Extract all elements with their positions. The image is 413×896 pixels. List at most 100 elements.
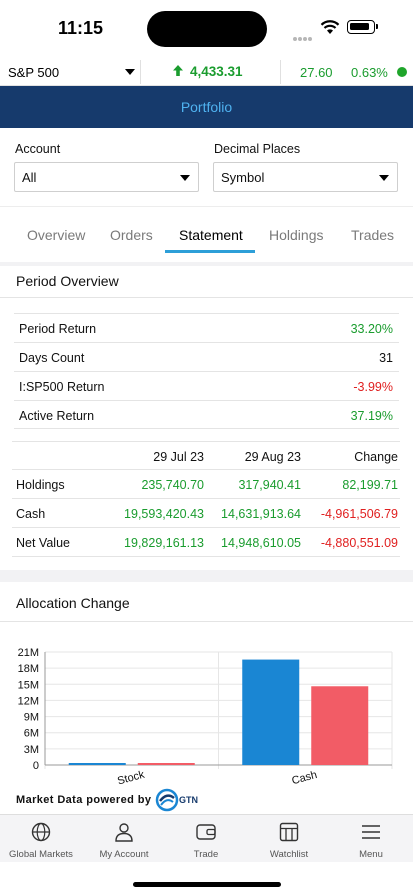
account-select-value: All: [22, 170, 37, 185]
x-tick-label: Stock: [116, 769, 146, 788]
y-tick-label: 0: [33, 760, 39, 772]
active-return-row: Active Return 37.19%: [14, 400, 399, 429]
ticker-divider: [140, 60, 141, 84]
cell-start-value: 19,593,420.43: [124, 507, 204, 521]
row-label: Cash: [16, 507, 46, 521]
portfolio-tabs: Overview Orders Statement Holdings Trade…: [0, 206, 413, 262]
table-header-row: 29 Jul 23 29 Aug 23 Change: [12, 441, 400, 470]
filters-panel: Account All Decimal Places Symbol: [0, 128, 413, 206]
dynamic-island: [147, 11, 267, 47]
x-tick-label: Cash: [291, 769, 319, 787]
nav-header: Portfolio: [0, 86, 413, 128]
ticker-index-name[interactable]: S&P 500: [8, 65, 60, 80]
tabbar-label: My Account: [99, 849, 149, 860]
table-row: Cash 19,593,420.43 14,631,913.64 -4,961,…: [12, 499, 400, 528]
row-label: Period Return: [19, 322, 97, 336]
menu-icon: [362, 825, 380, 839]
cell-end-value: 14,948,610.05: [221, 536, 301, 550]
divider: [0, 621, 413, 622]
tabbar-watchlist[interactable]: Watchlist: [248, 815, 330, 863]
row-value: 33.20%: [350, 322, 393, 336]
bottom-tab-bar: Global Markets My Account Trade Watchlis…: [0, 814, 413, 862]
account-label: Account: [15, 142, 61, 156]
page-title: Portfolio: [180, 99, 233, 115]
row-label: Net Value: [16, 536, 70, 550]
wifi-icon: [320, 20, 340, 34]
cell-end-value: 317,940.41: [238, 478, 301, 492]
divider: [0, 297, 413, 298]
chevron-down-icon: [379, 175, 389, 181]
ticker-divider: [280, 60, 281, 84]
home-area: [0, 862, 413, 896]
tabbar-my-account[interactable]: My Account: [83, 815, 165, 863]
ticker-change-percent: 0.63%: [351, 65, 388, 80]
tab-trades[interactable]: Trades: [351, 227, 395, 243]
section-title: Allocation Change: [16, 595, 130, 611]
tab-orders[interactable]: Orders: [110, 227, 153, 243]
ticker-change: 27.60: [300, 65, 333, 80]
row-label: Active Return: [19, 409, 95, 423]
allocation-change-card: Allocation Change 0 3M 6M 9M 12M 15M 18M 21M Sto…: [0, 582, 413, 814]
y-tick-label: 9M: [24, 712, 39, 724]
row-value: 37.19%: [350, 409, 393, 423]
decimal-places-select[interactable]: Symbol: [213, 162, 398, 192]
bar-cash-0: [242, 659, 300, 765]
market-ticker[interactable]: S&P 500 4,433.31 27.60 0.63%: [0, 58, 413, 86]
tabbar-trade[interactable]: Trade: [165, 815, 247, 863]
account-select[interactable]: All: [14, 162, 199, 192]
tabbar-menu[interactable]: Menu: [330, 815, 412, 863]
tab-statement[interactable]: Statement: [179, 227, 243, 243]
battery-icon: [347, 20, 378, 34]
tabbar-label: Trade: [193, 849, 219, 860]
decimal-places-label: Decimal Places: [214, 142, 301, 156]
ticker-price: 4,433.31: [190, 64, 243, 79]
chevron-down-icon: [180, 175, 190, 181]
status-bar: 11:15: [0, 0, 413, 58]
period-overview-card: Period Overview Period Return 33.20% Day…: [0, 266, 413, 570]
row-label: I:SP500 Return: [19, 380, 105, 394]
column-header: 29 Aug 23: [244, 450, 301, 464]
cell-change: -4,961,506.79: [320, 507, 398, 521]
bar-stock-1: [137, 763, 195, 765]
cell-end-value: 14,631,913.64: [221, 507, 301, 521]
market-status-dot: [397, 67, 407, 77]
status-time: 11:15: [58, 18, 104, 38]
globe-icon: [31, 822, 51, 842]
column-header: Change: [354, 450, 398, 464]
column-header: 29 Jul 23: [153, 450, 204, 464]
user-icon: [115, 823, 133, 842]
allocation-bar-chart: 0 3M 6M 9M 12M 15M 18M 21M Stock Cash: [18, 647, 393, 788]
active-tab-indicator: [165, 250, 255, 253]
section-title: Period Overview: [16, 273, 119, 289]
chevron-down-icon[interactable]: [125, 69, 135, 75]
tab-holdings[interactable]: Holdings: [269, 227, 324, 243]
days-count-row: Days Count 31: [14, 342, 399, 371]
tab-overview[interactable]: Overview: [27, 227, 86, 243]
period-return-row: Period Return 33.20%: [14, 313, 399, 342]
bar-stock-0: [68, 763, 126, 765]
y-tick-label: 21M: [18, 647, 39, 659]
tabbar-label: Menu: [359, 849, 383, 860]
decimal-places-select-value: Symbol: [221, 170, 265, 185]
gtn-logo-icon: [155, 788, 179, 812]
watchlist-icon: [279, 822, 299, 842]
cell-change: -4,880,551.09: [320, 536, 398, 550]
table-row: Net Value 19,829,161.13 14,948,610.05 -4…: [12, 528, 400, 557]
tabbar-global-markets[interactable]: Global Markets: [0, 815, 82, 863]
y-tick-label: 18M: [18, 663, 39, 675]
gtn-logo-text: GTN: [179, 795, 198, 805]
tabbar-label: Watchlist: [269, 849, 309, 860]
wallet-icon: [196, 824, 216, 840]
row-value: -3.99%: [353, 380, 393, 394]
cellular-signal-icon: [293, 28, 315, 41]
arrow-up-icon: [173, 65, 183, 76]
table-row: Holdings 235,740.70 317,940.41 82,199.71: [12, 470, 400, 499]
y-tick-label: 6M: [24, 728, 39, 740]
row-value: 31: [379, 351, 393, 365]
home-indicator[interactable]: [133, 882, 281, 887]
cell-start-value: 235,740.70: [141, 478, 204, 492]
y-tick-label: 3M: [24, 744, 39, 756]
y-tick-label: 15M: [18, 679, 39, 691]
index-return-row: I:SP500 Return -3.99%: [14, 371, 399, 400]
powered-by-text: Market Data powered by: [16, 794, 152, 806]
